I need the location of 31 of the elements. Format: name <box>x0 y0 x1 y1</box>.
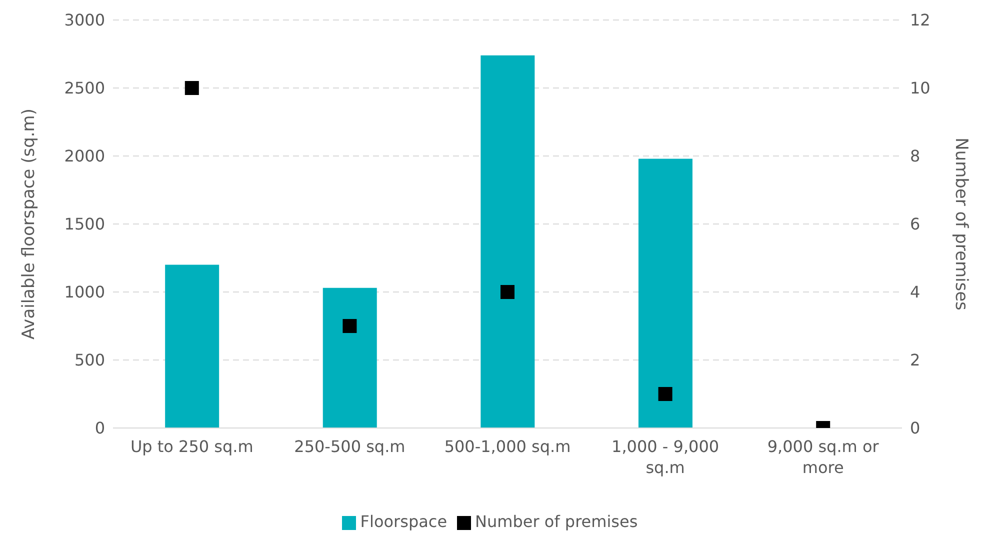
y2-axis-title: Number of premises <box>950 138 971 311</box>
x-tick-label: 1,000 - 9,000 sq.m <box>612 437 720 477</box>
y2-tick-label: 0 <box>910 418 920 438</box>
y2-tick-label: 4 <box>910 282 920 302</box>
y-tick-label: 3000 <box>64 10 105 30</box>
y-tick-label: 500 <box>74 350 105 370</box>
legend-label: Number of premises <box>475 512 638 531</box>
x-tick-label: Up to 250 sq.m <box>130 437 254 456</box>
bar <box>165 264 220 428</box>
x-tick-label: 250-500 sq.m <box>294 437 406 456</box>
point <box>500 285 514 299</box>
y-axis-title: Available floorspace (sq.m) <box>19 108 40 340</box>
x-tick-label: 9,000 sq.m or more <box>767 437 880 477</box>
point <box>342 319 357 333</box>
y-tick-label: 0 <box>94 418 105 438</box>
point <box>658 387 672 401</box>
bar <box>480 55 535 428</box>
bar <box>322 288 377 428</box>
legend-label: Floorspace <box>360 512 448 531</box>
y-tick-label: 2500 <box>64 78 105 98</box>
point <box>184 81 199 95</box>
y-tick-label: 2000 <box>64 146 105 166</box>
x-tick-label: 500-1,000 sq.m <box>444 437 571 456</box>
y-tick-label: 1500 <box>64 214 105 234</box>
y2-tick-label: 6 <box>910 214 920 234</box>
y2-tick-label: 12 <box>910 10 930 30</box>
y2-tick-label: 2 <box>910 350 920 370</box>
y-tick-label: 1000 <box>64 282 105 302</box>
y2-tick-label: 8 <box>910 146 920 166</box>
y2-tick-label: 10 <box>910 78 930 98</box>
bar <box>638 158 692 428</box>
